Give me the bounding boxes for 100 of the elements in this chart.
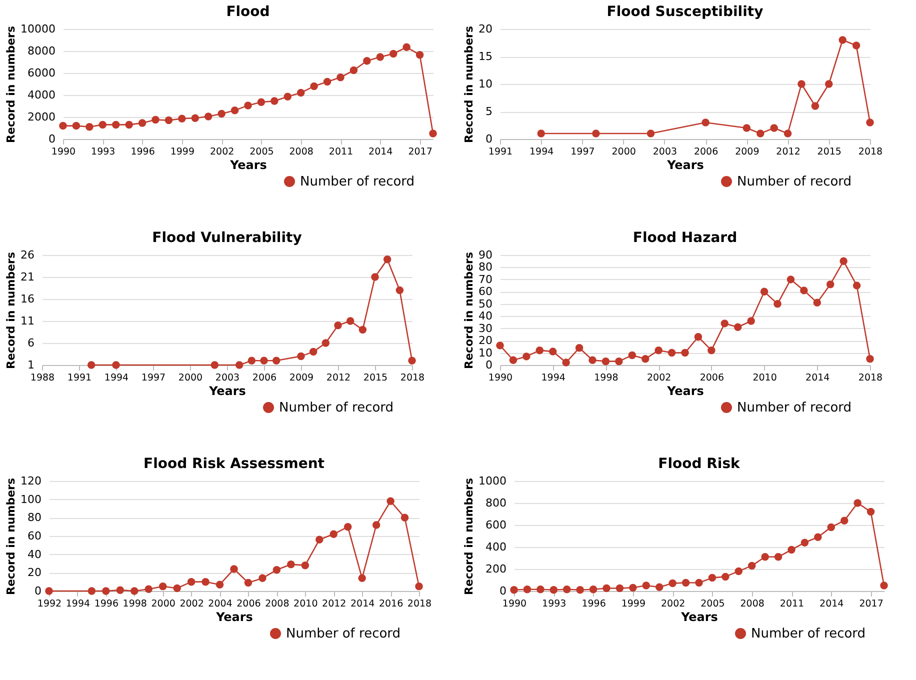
x-tick-label: 2011: [780, 598, 804, 610]
point: [164, 116, 173, 124]
x-tick-label: 1996: [94, 598, 119, 610]
chart-title: Flood Susceptibility: [606, 4, 764, 20]
point: [230, 106, 239, 114]
x-axis-title: Years: [680, 610, 718, 624]
point: [575, 344, 584, 352]
point: [641, 355, 650, 363]
point: [336, 74, 344, 82]
y-tick-label: 80: [478, 260, 492, 274]
point: [654, 346, 662, 354]
x-tick-label: 2014: [820, 598, 844, 610]
x-tick-label: 2003: [652, 146, 678, 158]
point: [87, 361, 96, 369]
point: [191, 114, 200, 122]
x-tick-label: 2017: [408, 146, 432, 158]
point: [694, 333, 702, 341]
x-tick-label: 2009: [735, 146, 760, 158]
point: [358, 326, 367, 334]
point: [260, 356, 268, 364]
point: [125, 120, 133, 129]
point: [681, 348, 689, 357]
x-tick-label: 2018: [858, 372, 883, 384]
point: [537, 130, 545, 138]
x-tick-label: 1990: [51, 146, 76, 158]
x-tick-label: 2008: [289, 146, 314, 158]
point: [244, 578, 252, 587]
y-tick-label: 40: [28, 548, 42, 561]
x-tick-label: 1990: [488, 372, 513, 384]
x-tick-label: 1991: [488, 146, 513, 158]
point: [152, 116, 160, 124]
point: [756, 130, 764, 138]
point: [144, 585, 152, 594]
point: [316, 536, 324, 544]
y-tick-label: 26: [20, 248, 34, 262]
y-axis-title: Record in numbers: [4, 478, 18, 595]
point: [330, 530, 338, 538]
point: [496, 342, 504, 350]
point: [523, 585, 532, 594]
y-tick-label: 80: [28, 511, 42, 524]
chart-title: Flood Vulnerability: [152, 230, 302, 246]
x-tick-label: 1988: [30, 372, 55, 384]
y-tick-label: 5: [486, 105, 492, 118]
point: [628, 351, 636, 360]
x-tick-label: 1998: [122, 598, 147, 610]
point: [400, 514, 409, 522]
x-tick-label: 1993: [542, 598, 566, 610]
y-axis-title: Record in numbers: [4, 26, 18, 143]
y-tick-label: 4000: [28, 88, 56, 102]
x-axis-title: Years: [215, 610, 253, 624]
point: [344, 522, 352, 531]
x-tick-label: 2017: [859, 598, 884, 610]
point: [536, 585, 544, 594]
x-tick-label: 2002: [180, 598, 204, 610]
x-tick-label: 2004: [208, 598, 232, 610]
x-tick-label: 2008: [265, 598, 290, 610]
point: [297, 352, 305, 360]
y-tick-label: 6000: [28, 66, 56, 80]
x-tick-label: 1994: [66, 598, 90, 610]
y-tick-label: 60: [478, 285, 492, 298]
point: [814, 533, 822, 541]
point: [272, 566, 281, 574]
point: [562, 585, 571, 594]
point: [655, 583, 664, 592]
point: [866, 355, 874, 363]
point: [682, 578, 690, 587]
point: [396, 286, 404, 294]
point: [825, 80, 833, 88]
chart-title: Flood Risk: [658, 456, 741, 472]
legend-label: Number of record: [279, 400, 394, 416]
point: [173, 584, 181, 592]
point: [323, 78, 332, 86]
point: [309, 348, 318, 356]
y-tick-label: 10000: [20, 22, 56, 36]
point: [548, 348, 557, 356]
point: [270, 97, 278, 105]
point: [376, 53, 384, 61]
point: [784, 130, 792, 138]
point: [296, 88, 305, 97]
x-tick-label: 1996: [130, 146, 155, 158]
point: [350, 66, 358, 74]
point: [371, 273, 379, 281]
x-tick-label: 2014: [350, 598, 375, 610]
point: [720, 320, 729, 328]
point: [592, 130, 600, 138]
x-tick-label: 1997: [141, 372, 166, 384]
x-tick-label: 2018: [407, 598, 432, 610]
y-tick-label: 1000: [478, 474, 506, 488]
x-tick-label: 1994: [104, 372, 129, 384]
point: [708, 574, 716, 582]
x-tick-label: 2005: [700, 598, 725, 610]
x-tick-label: 2008: [740, 598, 764, 610]
point: [854, 499, 862, 507]
point: [112, 120, 120, 129]
legend-label: Number of record: [300, 174, 415, 190]
y-axis-title: Record in numbers: [462, 478, 476, 595]
point: [235, 361, 244, 369]
point: [248, 356, 256, 364]
y-tick-label: 11: [20, 314, 34, 328]
point: [734, 323, 742, 331]
